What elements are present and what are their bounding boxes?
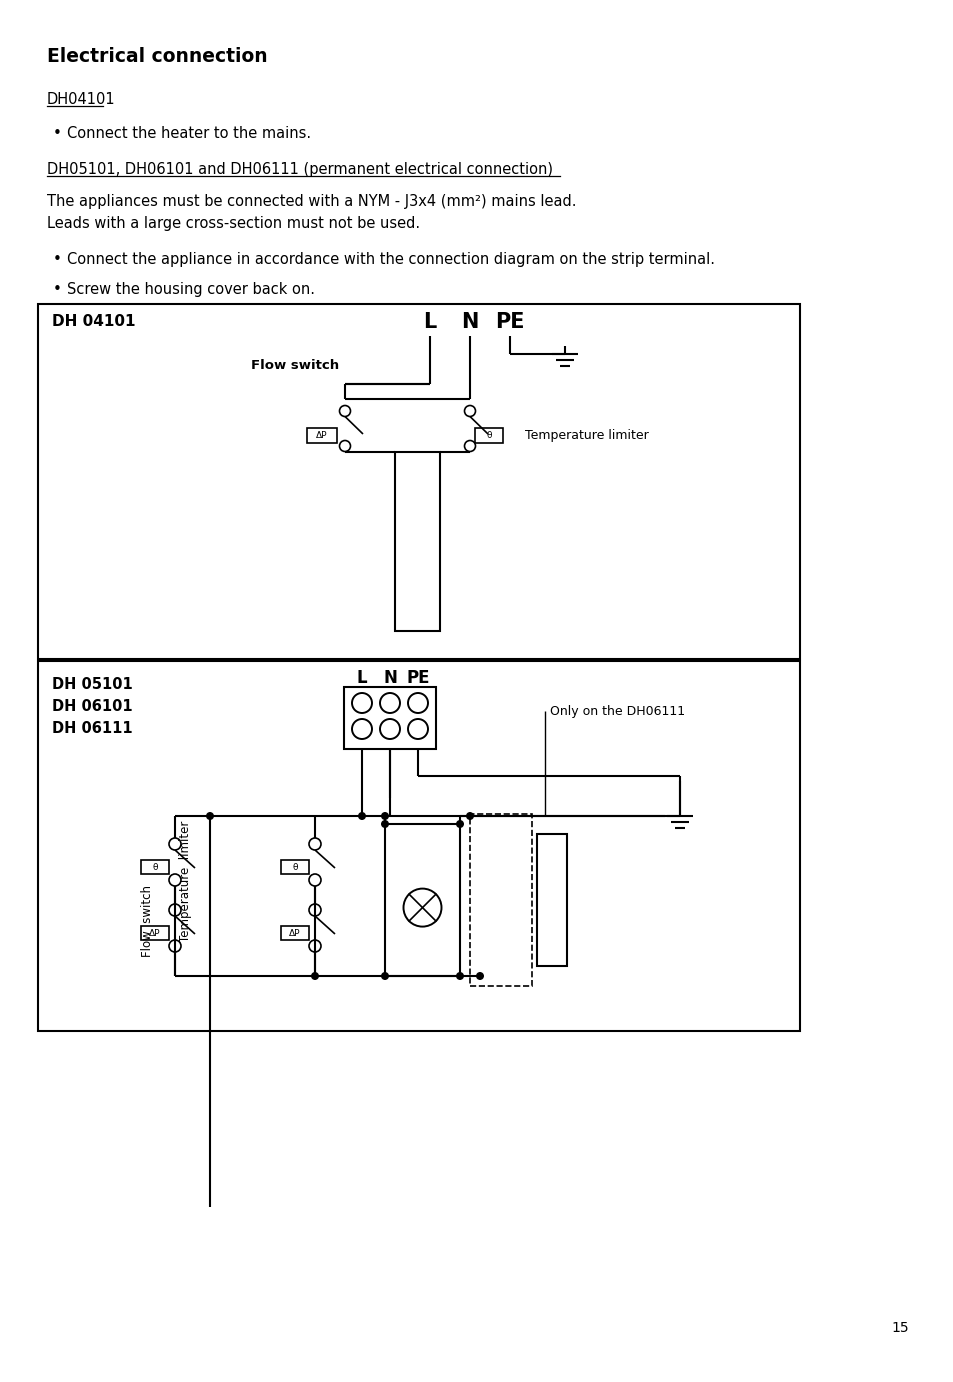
Circle shape	[403, 889, 441, 926]
Circle shape	[169, 873, 181, 886]
Circle shape	[456, 972, 463, 980]
Text: DH 06101: DH 06101	[52, 699, 132, 714]
Bar	[281, 860, 309, 873]
Circle shape	[380, 972, 389, 980]
Text: ΔP: ΔP	[289, 929, 300, 937]
Circle shape	[408, 719, 428, 739]
Circle shape	[169, 940, 181, 952]
Text: L: L	[356, 669, 367, 687]
Text: DH 06111: DH 06111	[52, 721, 132, 737]
Bar	[385, 824, 459, 976]
Bar	[141, 860, 169, 873]
Text: N: N	[461, 312, 478, 332]
Circle shape	[464, 405, 475, 416]
Circle shape	[379, 719, 399, 739]
Circle shape	[309, 904, 320, 916]
Text: ΔP: ΔP	[315, 431, 328, 439]
Text: The appliances must be connected with a NYM - J3x4 (mm²) mains lead.: The appliances must be connected with a …	[47, 193, 576, 209]
Circle shape	[408, 692, 428, 713]
Text: Screw the housing cover back on.: Screw the housing cover back on.	[67, 282, 314, 297]
Text: DH05101, DH06101 and DH06111 (permanent electrical connection): DH05101, DH06101 and DH06111 (permanent …	[47, 162, 553, 177]
Text: 15: 15	[890, 1321, 908, 1335]
Circle shape	[456, 820, 463, 828]
Bar	[344, 687, 436, 749]
Bar	[395, 452, 439, 632]
Bar	[38, 304, 800, 659]
Circle shape	[352, 719, 372, 739]
Circle shape	[309, 837, 320, 850]
Text: DH04101: DH04101	[47, 93, 115, 106]
Bar	[141, 926, 169, 940]
Text: Electrical connection: Electrical connection	[47, 47, 268, 66]
Circle shape	[380, 820, 389, 828]
Circle shape	[309, 940, 320, 952]
Text: Flow switch: Flow switch	[251, 359, 338, 372]
Text: DH 05101: DH 05101	[52, 677, 132, 692]
Text: •: •	[53, 252, 62, 267]
Bar	[537, 833, 566, 966]
Circle shape	[379, 692, 399, 713]
Circle shape	[311, 972, 318, 980]
Text: Connect the appliance in accordance with the connection diagram on the strip ter: Connect the appliance in accordance with…	[67, 252, 714, 267]
Text: θ: θ	[486, 431, 491, 439]
Circle shape	[309, 873, 320, 886]
Circle shape	[476, 972, 483, 980]
Circle shape	[206, 813, 213, 820]
Text: ΔP: ΔP	[149, 929, 161, 937]
Text: θ: θ	[292, 862, 297, 872]
Text: θ: θ	[152, 862, 157, 872]
Text: •: •	[53, 126, 62, 141]
Circle shape	[169, 904, 181, 916]
Bar	[475, 428, 502, 444]
Text: Temperature  limiter: Temperature limiter	[179, 821, 193, 941]
Circle shape	[357, 813, 366, 820]
Bar	[281, 926, 309, 940]
Text: Connect the heater to the mains.: Connect the heater to the mains.	[67, 126, 311, 141]
Text: L: L	[423, 312, 436, 332]
Circle shape	[464, 441, 475, 452]
Circle shape	[352, 692, 372, 713]
Text: Leads with a large cross-section must not be used.: Leads with a large cross-section must no…	[47, 216, 419, 231]
Text: Flow  switch: Flow switch	[141, 884, 154, 956]
Bar	[307, 428, 336, 444]
Text: Temperature limiter: Temperature limiter	[524, 428, 648, 441]
Bar	[38, 661, 800, 1031]
Text: Only on the DH06111: Only on the DH06111	[550, 705, 684, 717]
Text: •: •	[53, 282, 62, 297]
Circle shape	[465, 813, 474, 820]
Text: DH 04101: DH 04101	[52, 314, 135, 329]
Text: N: N	[383, 669, 396, 687]
Circle shape	[169, 837, 181, 850]
Text: PE: PE	[406, 669, 429, 687]
Circle shape	[339, 441, 350, 452]
Circle shape	[339, 405, 350, 416]
Bar	[470, 814, 532, 985]
Circle shape	[380, 813, 389, 820]
Text: PE: PE	[495, 312, 524, 332]
